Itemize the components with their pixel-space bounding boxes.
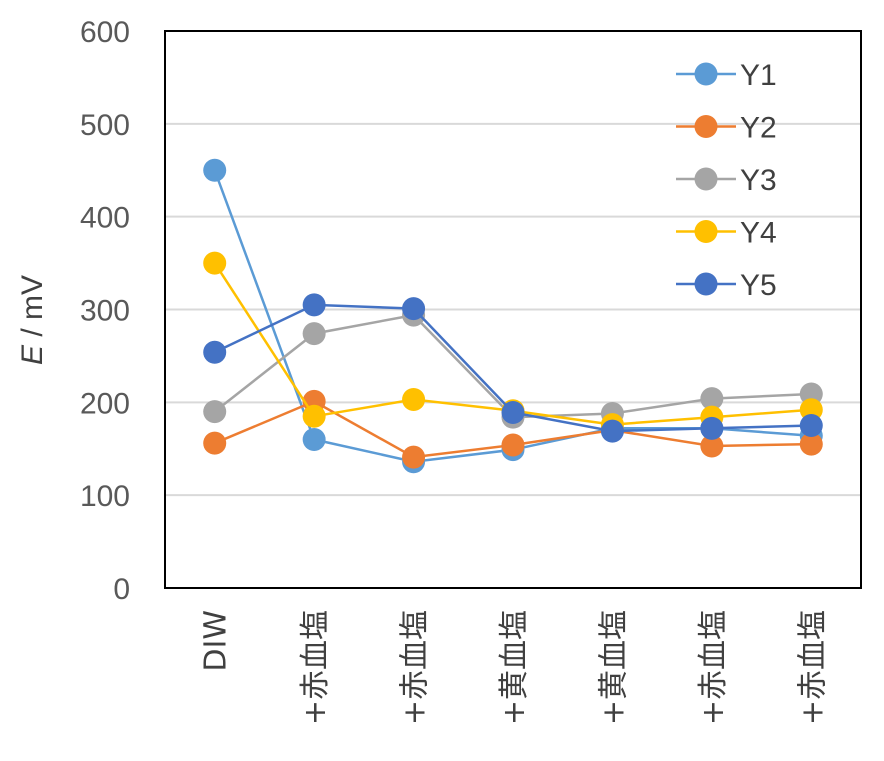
y-tick-label: 600	[80, 16, 130, 49]
y-tick-label: 0	[113, 573, 130, 606]
legend-item: Y2	[676, 112, 777, 145]
legend-marker	[694, 220, 718, 243]
legend-item: Y1	[676, 59, 777, 92]
data-point	[799, 398, 823, 422]
data-point	[203, 158, 227, 182]
x-axis-categories: DIW +赤血塩 +赤血塩 +黄血塩 +黄血塩 +赤血塩 +赤血塩	[199, 610, 831, 725]
x-category-label: +赤血塩	[696, 610, 731, 725]
data-point	[402, 445, 426, 469]
legend-label: Y1	[740, 59, 777, 92]
data-point	[302, 322, 326, 346]
data-point	[302, 404, 326, 428]
x-category-label: +赤血塩	[398, 610, 433, 725]
x-category-label: +赤血塩	[298, 610, 333, 725]
plot-area-frame	[164, 30, 862, 589]
data-point	[799, 414, 823, 438]
data-point	[700, 434, 724, 458]
y-axis-label-symbol: E	[16, 344, 49, 365]
legend-item: Y5	[676, 269, 777, 302]
y-axis-label: E / mV	[16, 275, 49, 365]
x-category-label: +黄血塩	[497, 610, 532, 725]
gridlines	[165, 122, 861, 497]
series-y5	[203, 293, 823, 443]
y-axis-ticks: 0 100 200 300 400 500 600	[80, 16, 130, 606]
data-point	[501, 433, 525, 457]
legend-label: Y2	[740, 112, 777, 145]
y-axis-label-unit: / mV	[16, 275, 49, 345]
data-point	[203, 340, 227, 364]
data-point	[501, 401, 525, 425]
legend-marker	[694, 167, 718, 191]
data-point	[203, 431, 227, 455]
y-tick-label: 500	[80, 109, 130, 142]
data-point	[302, 427, 326, 451]
x-category-label: DIW	[199, 610, 234, 672]
y-tick-label: 100	[80, 480, 130, 513]
y-tick-label: 400	[80, 202, 130, 235]
data-point	[799, 432, 823, 456]
legend-label: Y4	[740, 217, 777, 250]
data-point	[600, 419, 624, 443]
data-point	[203, 251, 227, 275]
legend-marker	[694, 62, 718, 86]
x-category-label: +赤血塩	[795, 610, 830, 725]
legend-label: Y3	[740, 164, 777, 197]
x-category-label: +黄血塩	[596, 610, 631, 725]
legend-marker	[694, 272, 718, 296]
legend-marker	[694, 115, 718, 138]
legend-item: Y4	[676, 217, 777, 250]
data-point	[203, 400, 227, 424]
legend-label: Y5	[740, 269, 777, 302]
series-group	[203, 158, 823, 474]
data-point	[700, 416, 724, 440]
data-point	[700, 387, 724, 411]
data-point	[402, 297, 426, 321]
data-point	[402, 388, 426, 412]
data-point	[799, 382, 823, 406]
legend: Y1 Y2 Y3 Y4 Y5	[676, 59, 777, 302]
data-point	[302, 293, 326, 317]
legend-item: Y3	[676, 164, 777, 197]
y-tick-label: 200	[80, 387, 130, 420]
y-tick-label: 300	[80, 295, 130, 328]
